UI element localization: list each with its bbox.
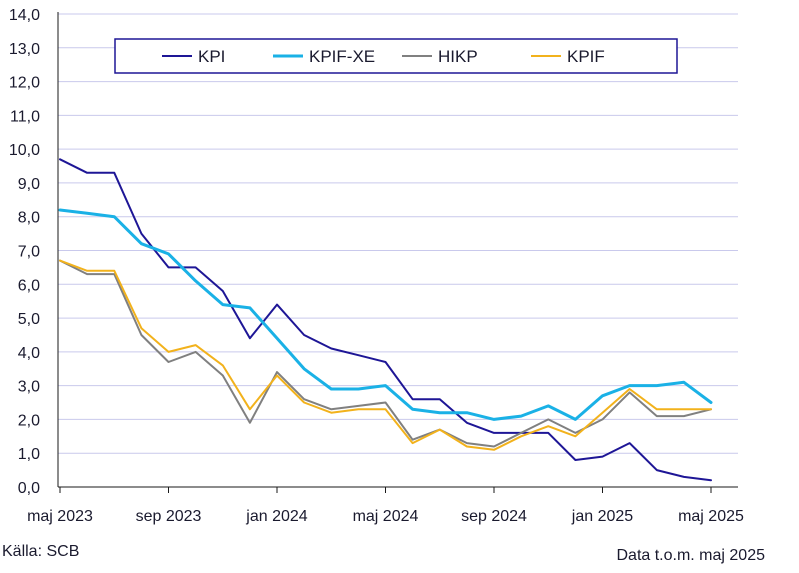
series-line-kpif bbox=[59, 259, 712, 451]
y-tick-label: 5,0 bbox=[18, 311, 40, 328]
x-tick-label: jan 2025 bbox=[571, 508, 633, 525]
y-tick-label: 13,0 bbox=[9, 41, 40, 58]
y-tick-label: 10,0 bbox=[9, 142, 40, 159]
x-tick-label: maj 2024 bbox=[353, 508, 419, 525]
legend-label-hikp: HIKP bbox=[438, 47, 478, 66]
y-tick-label: 6,0 bbox=[18, 277, 40, 294]
axes: 0,0 1,0 2,0 3,0 4,0 5,0 6,0 7,0 8,0 9,0 10,0 11,0 12… bbox=[9, 7, 744, 525]
legend-label-kpif: KPIF bbox=[567, 47, 605, 66]
series-line-hikp bbox=[59, 259, 712, 448]
source-note: Källa: SCB bbox=[2, 543, 80, 560]
legend: KPI KPIF-XE HIKP KPIF bbox=[114, 38, 678, 74]
x-tick-label: maj 2025 bbox=[678, 508, 744, 525]
series-line-kpif-xe bbox=[58, 208, 713, 421]
y-tick-label: 8,0 bbox=[18, 210, 40, 227]
y-tick-label: 4,0 bbox=[18, 345, 40, 362]
series-line-kpi bbox=[59, 158, 712, 482]
x-tick-label: maj 2023 bbox=[27, 508, 93, 525]
y-tick-label: 14,0 bbox=[9, 7, 40, 24]
y-tick-label: 7,0 bbox=[18, 244, 40, 261]
legend-label-kpi: KPI bbox=[198, 47, 225, 66]
x-tick-label: jan 2024 bbox=[245, 508, 307, 525]
y-tick-label: 2,0 bbox=[18, 412, 40, 429]
gridlines bbox=[58, 13, 738, 454]
y-tick-label: 0,0 bbox=[18, 480, 40, 497]
x-tick-label: sep 2023 bbox=[136, 508, 202, 525]
y-tick-label: 11,0 bbox=[10, 108, 40, 125]
y-tick-label: 9,0 bbox=[18, 176, 40, 193]
legend-label-kpif-xe: KPIF-XE bbox=[309, 47, 375, 66]
y-tick-label: 3,0 bbox=[18, 379, 40, 396]
y-tick-label: 1,0 bbox=[18, 446, 40, 463]
series-lines bbox=[58, 158, 713, 482]
data-coverage-note: Data t.o.m. maj 2025 bbox=[616, 547, 765, 564]
y-tick-label: 12,0 bbox=[9, 75, 40, 92]
x-tick-label: sep 2024 bbox=[461, 508, 527, 525]
legend-box bbox=[114, 38, 678, 74]
